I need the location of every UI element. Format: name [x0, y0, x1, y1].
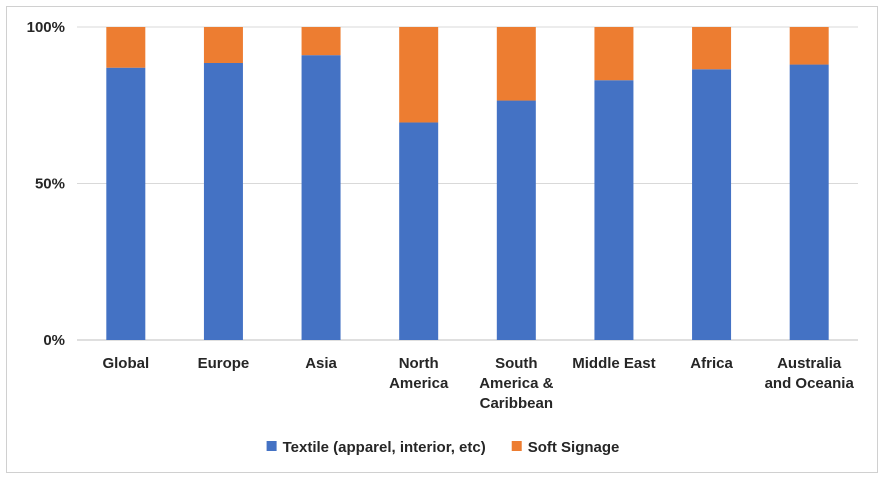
x-category-label: North America — [389, 355, 449, 392]
gridlines — [77, 26, 858, 341]
x-category-label: Australia and Oceania — [765, 355, 855, 392]
bar-textile-africa[interactable] — [692, 69, 732, 340]
legend-label-textile: Textile (apparel, interior, etc) — [283, 439, 486, 456]
bar-textile-south-america-caribbean[interactable] — [496, 100, 536, 341]
bar-soft-signage-europe[interactable] — [203, 27, 243, 63]
bar-textile-global[interactable] — [106, 67, 146, 340]
bar-soft-signage-africa[interactable] — [692, 27, 732, 70]
bar-textile-asia[interactable] — [301, 55, 341, 341]
bars — [106, 27, 829, 341]
bar-textile-europe[interactable] — [203, 62, 243, 341]
legend-swatch-soft-signage — [511, 441, 522, 451]
x-category-label: Middle East — [572, 355, 655, 372]
bar-soft-signage-south-america-caribbean[interactable] — [496, 27, 536, 101]
x-category-label: Europe — [198, 355, 250, 372]
legend-label-soft-signage: Soft Signage — [528, 439, 620, 456]
legend[interactable]: Textile (apparel, interior, etc) Soft Sig… — [266, 439, 620, 456]
bar-soft-signage-australia-and-oceania[interactable] — [789, 27, 829, 65]
bar-soft-signage-global[interactable] — [106, 27, 146, 68]
bar-soft-signage-middle-east[interactable] — [594, 27, 634, 81]
bar-textile-middle-east[interactable] — [594, 80, 634, 341]
x-category-label: Africa — [690, 355, 733, 372]
y-axis-ticks: 0% 50% 100% — [27, 19, 65, 349]
x-category-label: South America & Caribbean — [479, 355, 553, 412]
x-category-label: Global — [102, 355, 149, 372]
y-tick-label: 0% — [43, 332, 65, 349]
bar-soft-signage-north-america[interactable] — [399, 27, 439, 123]
x-axis-categories: Global Europe Asia North America South America… — [102, 355, 854, 412]
y-tick-label: 50% — [35, 176, 65, 193]
bar-soft-signage-asia[interactable] — [301, 27, 341, 56]
chart-frame — [6, 6, 878, 473]
y-tick-label: 100% — [27, 19, 65, 36]
x-category-label: Asia — [305, 355, 337, 372]
bar-textile-australia-and-oceania[interactable] — [789, 64, 829, 340]
bar-textile-north-america[interactable] — [399, 122, 439, 340]
legend-swatch-textile — [266, 441, 277, 451]
